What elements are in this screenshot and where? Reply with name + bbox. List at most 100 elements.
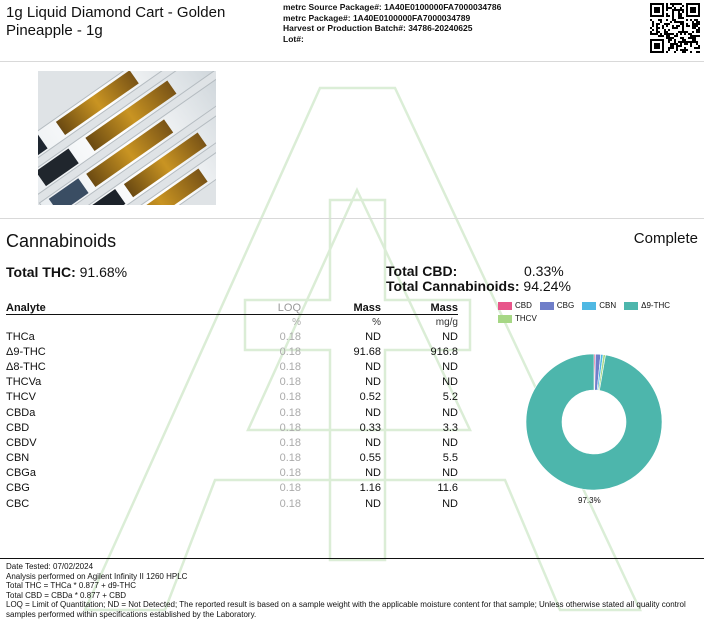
loq-cell: 0.18 [279, 360, 301, 373]
mass-mgg-cell: ND [442, 376, 458, 389]
unit-mass-pct: % [372, 316, 381, 328]
status-text: Complete [633, 230, 698, 247]
mass-pct-cell: ND [365, 360, 381, 373]
lot-row: Lot#: [283, 34, 501, 45]
table-row: CBDV 0.18 ND ND [6, 435, 458, 450]
mass-mgg-cell: ND [442, 406, 458, 419]
total-cannabinoids-value: 94.24% [523, 278, 571, 294]
analyte-cell: CBGa [6, 467, 36, 480]
analyte-cell: CBC [6, 497, 30, 510]
mass-mgg-cell: 11.6 [437, 482, 458, 495]
footer-divider [0, 558, 704, 559]
col-mass-pct: Mass [301, 301, 381, 315]
analyte-cell: CBG [6, 482, 30, 495]
package-value: 1A40E0100000FA7000034789 [352, 12, 471, 23]
source-package-row: metrc Source Package#: 1A40E0100000FA700… [283, 2, 501, 13]
loq-cell: 0.18 [279, 497, 301, 510]
section-title: Cannabinoids [6, 231, 117, 251]
legend-item: CBG [539, 301, 575, 310]
mass-pct-cell: ND [365, 497, 381, 510]
mass-mgg-cell: ND [442, 330, 458, 343]
mass-mgg-cell: ND [442, 497, 458, 510]
analyte-cell: THCVa [6, 376, 42, 389]
cannabinoid-donut-chart [525, 353, 663, 491]
analyte-cell: CBD [6, 421, 30, 434]
analyte-cell: THCV [6, 391, 36, 404]
loq-cell: 0.18 [279, 376, 301, 389]
mass-mgg-cell: 916.8 [430, 345, 458, 358]
table-row: CBC 0.18 ND ND [6, 496, 458, 511]
totals-summary: Total CBD: 0.33% Total Cannabinoids: 94.… [386, 264, 571, 294]
loq-cell: 0.18 [279, 452, 301, 465]
legend-swatch [498, 314, 512, 323]
loq-cell: 0.18 [279, 345, 301, 358]
legend-item: Δ9-THC [624, 301, 670, 310]
table-row: CBG 0.18 1.16 11.6 [6, 481, 458, 496]
legend-swatch [498, 301, 512, 310]
table-row: THCa 0.18 ND ND [6, 329, 458, 344]
unit-loq: % [292, 316, 301, 328]
loq-cell: 0.18 [279, 421, 301, 434]
unit-mass-mgg: mg/g [435, 316, 458, 328]
package-row: metrc Package#: 1A40E0100000FA7000034789 [283, 13, 501, 24]
legend-swatch [582, 301, 597, 310]
header-divider [0, 61, 704, 62]
table-row: THCVa 0.18 ND ND [6, 375, 458, 390]
legend-swatch [624, 301, 639, 310]
source-package-label: metrc Source Package#: [283, 2, 382, 12]
lot-label: Lot#: [283, 33, 304, 44]
mass-pct-cell: ND [365, 406, 381, 419]
table-row: CBDa 0.18 ND ND [6, 405, 458, 420]
photo-divider [0, 218, 704, 219]
package-label: metrc Package#: [283, 12, 351, 23]
cannabinoid-results-table: Analyte LOQ Mass Mass % % mg/g THCa 0.18 N… [6, 301, 458, 511]
mass-pct-cell: ND [365, 467, 381, 480]
mass-mgg-cell: ND [442, 467, 458, 480]
table-header-row: Analyte LOQ Mass Mass [6, 301, 458, 315]
total-cbd-formula: Total CBD = CBDa * 0.877 + CBD [6, 590, 127, 600]
loq-cell: 0.18 [279, 391, 301, 404]
package-metadata: metrc Source Package#: 1A40E0100000FA700… [283, 2, 501, 44]
mass-pct-cell: ND [365, 330, 381, 343]
units-row: % % mg/g [6, 315, 458, 330]
legend-label: CBG [556, 301, 575, 310]
table-row: Δ9-THC 0.18 91.68 916.8 [6, 344, 458, 359]
loq-cell: 0.18 [279, 330, 301, 343]
mass-mgg-cell: 5.5 [442, 452, 458, 465]
donut-data-label: 97.3% [578, 496, 601, 505]
report-header: 1g Liquid Diamond Cart - Golden Pineappl… [0, 0, 704, 60]
table-row: CBN 0.18 0.55 5.5 [6, 451, 458, 466]
legend-item: THCV [498, 314, 537, 323]
batch-row: Harvest or Production Batch#: 34786-2024… [283, 23, 501, 34]
qr-code-icon[interactable] [650, 3, 700, 53]
legend-item: CBD [498, 301, 532, 310]
legend-item: CBN [582, 301, 616, 310]
table-row: CBD 0.18 0.33 3.3 [6, 420, 458, 435]
batch-value: 34786-20240625 [408, 23, 473, 33]
total-thc-label: Total THC: [6, 264, 76, 280]
mass-pct-cell: 0.33 [359, 421, 381, 434]
chart-legend: CBD CBG CBN Δ9-THC THCV [498, 301, 698, 327]
product-cartridges-photo [38, 71, 216, 205]
mass-pct-cell: ND [365, 376, 381, 389]
legend-label: CBD [515, 301, 532, 310]
legend-label: Δ9-THC [641, 301, 671, 310]
analyte-cell: Δ8-THC [6, 360, 46, 373]
analyte-cell: THCa [6, 330, 35, 343]
loq-cell: 0.18 [279, 436, 301, 449]
col-loq: LOQ [136, 301, 301, 315]
mass-pct-cell: 91.68 [353, 345, 381, 358]
product-title: 1g Liquid Diamond Cart - Golden Pineappl… [6, 4, 226, 39]
mass-mgg-cell: ND [442, 436, 458, 449]
total-cbd-value: 0.33% [524, 263, 564, 279]
mass-pct-cell: 0.55 [359, 452, 381, 465]
loq-disclaimer: LOQ = Limit of Quantitation; ND = Not De… [6, 600, 686, 619]
unit-analyte [6, 315, 136, 330]
loq-cell: 0.18 [279, 467, 301, 480]
mass-mgg-cell: ND [442, 360, 458, 373]
mass-pct-cell: 0.52 [359, 391, 381, 404]
table-row: THCV 0.18 0.52 5.2 [6, 390, 458, 405]
legend-label: THCV [515, 314, 537, 323]
report-footer: Date Tested: 07/02/2024 Analysis perform… [6, 562, 700, 620]
mass-pct-cell: ND [365, 436, 381, 449]
